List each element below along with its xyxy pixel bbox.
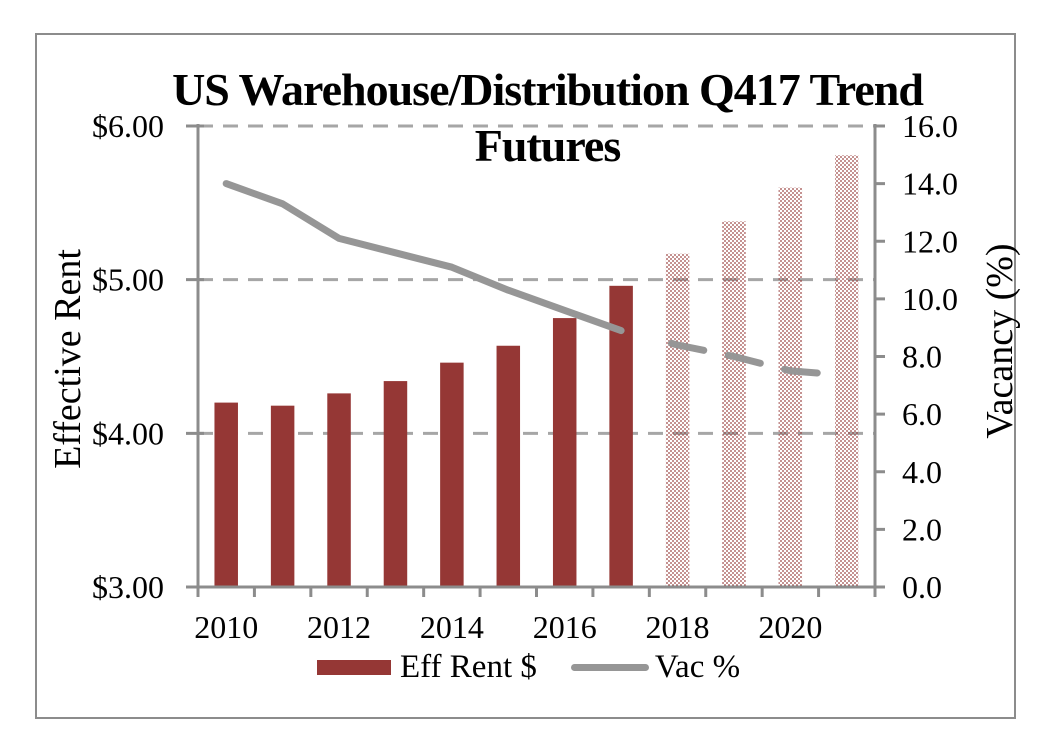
vacancy-line-dashed-forecast [668,339,822,377]
right-axis-tick-label: 2.0 [902,511,942,547]
line-series-swatch [570,664,649,671]
left-axis-tick-label: $4.00 [92,415,164,451]
chart-title-line1: US Warehouse/Distribution Q417 Trend [172,64,924,115]
legend-label-vac: Vac % [654,649,741,685]
bar-2020 [778,187,803,587]
chart-title-line2: Futures [474,120,622,171]
bar-series-swatch [317,660,391,675]
x-axis-year-label: 2016 [533,609,597,645]
x-axis-year-label: 2020 [758,609,822,645]
bar-2016 [552,318,577,587]
bar-2012 [327,393,351,587]
x-axis-year-label: 2018 [646,609,710,645]
bar-2017 [609,285,633,587]
left-axis-tick-label: $3.00 [92,569,164,605]
bar-2010 [214,402,238,587]
bar-2015 [496,345,521,587]
right-axis-tick-label: 12.0 [902,223,958,259]
bar-2021 [835,155,859,588]
bar-2014 [440,362,464,587]
x-axis-year-label: 2012 [307,609,371,645]
right-axis-tick-label: 16.0 [902,108,958,144]
x-axis-year-label: 2010 [194,609,258,645]
legend-item-vac: Vac % [570,649,741,686]
right-axis-tick-label: 10.0 [902,281,958,317]
vacancy-line-solid [222,180,625,335]
legend-item-eff-rent: Eff Rent $ [317,649,537,686]
right-axis-tick-label: 14.0 [902,166,958,202]
bar-2013 [383,381,408,587]
left-axis-title: Effective Rent [47,249,89,469]
right-axis-tick-label: 8.0 [902,339,942,375]
left-axis-tick-label: $5.00 [92,262,164,298]
bar-2011 [270,405,295,587]
bar-2018 [665,253,690,587]
left-axis-tick-label: $6.00 [92,108,164,144]
legend: Eff Rent $ Vac % [317,649,740,686]
right-axis-tick-label: 4.0 [902,454,942,490]
bar-2019 [722,221,746,588]
right-axis-tick-label: 6.0 [902,396,942,432]
legend-label-eff-rent: Eff Rent $ [400,649,537,685]
chart-title: US Warehouse/Distribution Q417 Trend Fut… [95,62,1000,174]
right-axis-tick-label: 0.0 [902,569,942,605]
x-axis-year-label: 2014 [420,609,484,645]
right-axis-title: Vacancy (%) [979,243,1021,439]
